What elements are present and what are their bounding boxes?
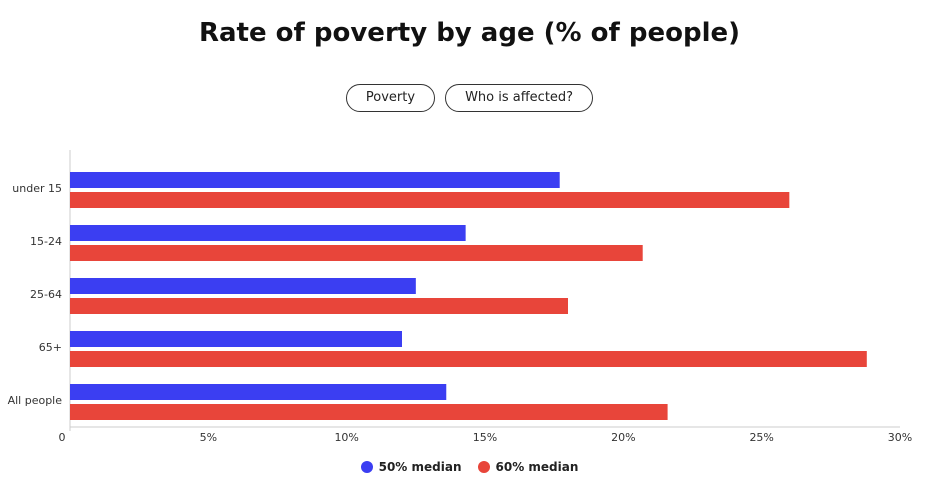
bar xyxy=(70,384,447,400)
y-category-label: 25-64 xyxy=(30,288,62,301)
bar xyxy=(70,172,560,188)
bar xyxy=(70,225,466,241)
bar xyxy=(70,351,867,367)
tab-who-is-affected[interactable]: Who is affected? xyxy=(445,84,594,112)
x-tick-label: 20% xyxy=(611,431,635,444)
legend-label-50-median: 50% median xyxy=(378,460,462,474)
x-tick-label: 0 xyxy=(59,431,66,444)
y-category-label: All people xyxy=(8,394,63,407)
legend-swatch-50-median xyxy=(360,461,373,473)
legend: 50% median 60% median xyxy=(0,460,939,474)
chart-title: Rate of poverty by age (% of people) xyxy=(198,18,741,48)
y-category-label: under 15 xyxy=(12,182,62,195)
legend-item-50-median[interactable]: 50% median xyxy=(360,460,462,474)
x-tick-label: 10% xyxy=(334,431,358,444)
bar xyxy=(70,245,643,261)
y-category-label: 65+ xyxy=(39,341,62,354)
bar xyxy=(70,404,668,420)
legend-swatch-60-median xyxy=(477,461,490,473)
bar xyxy=(70,298,568,314)
bar xyxy=(70,192,790,208)
x-tick-label: 15% xyxy=(473,431,497,444)
x-tick-label: 5% xyxy=(200,431,217,444)
view-tabs: Poverty Who is affected? xyxy=(0,84,939,112)
x-tick-label: 30% xyxy=(888,431,912,444)
x-tick-label: 25% xyxy=(749,431,773,444)
bar xyxy=(70,278,416,294)
y-category-label: 15-24 xyxy=(30,235,62,248)
bar xyxy=(70,331,402,347)
legend-label-60-median: 60% median xyxy=(495,460,579,474)
tab-poverty[interactable]: Poverty xyxy=(345,84,436,112)
legend-item-60-median[interactable]: 60% median xyxy=(477,460,579,474)
